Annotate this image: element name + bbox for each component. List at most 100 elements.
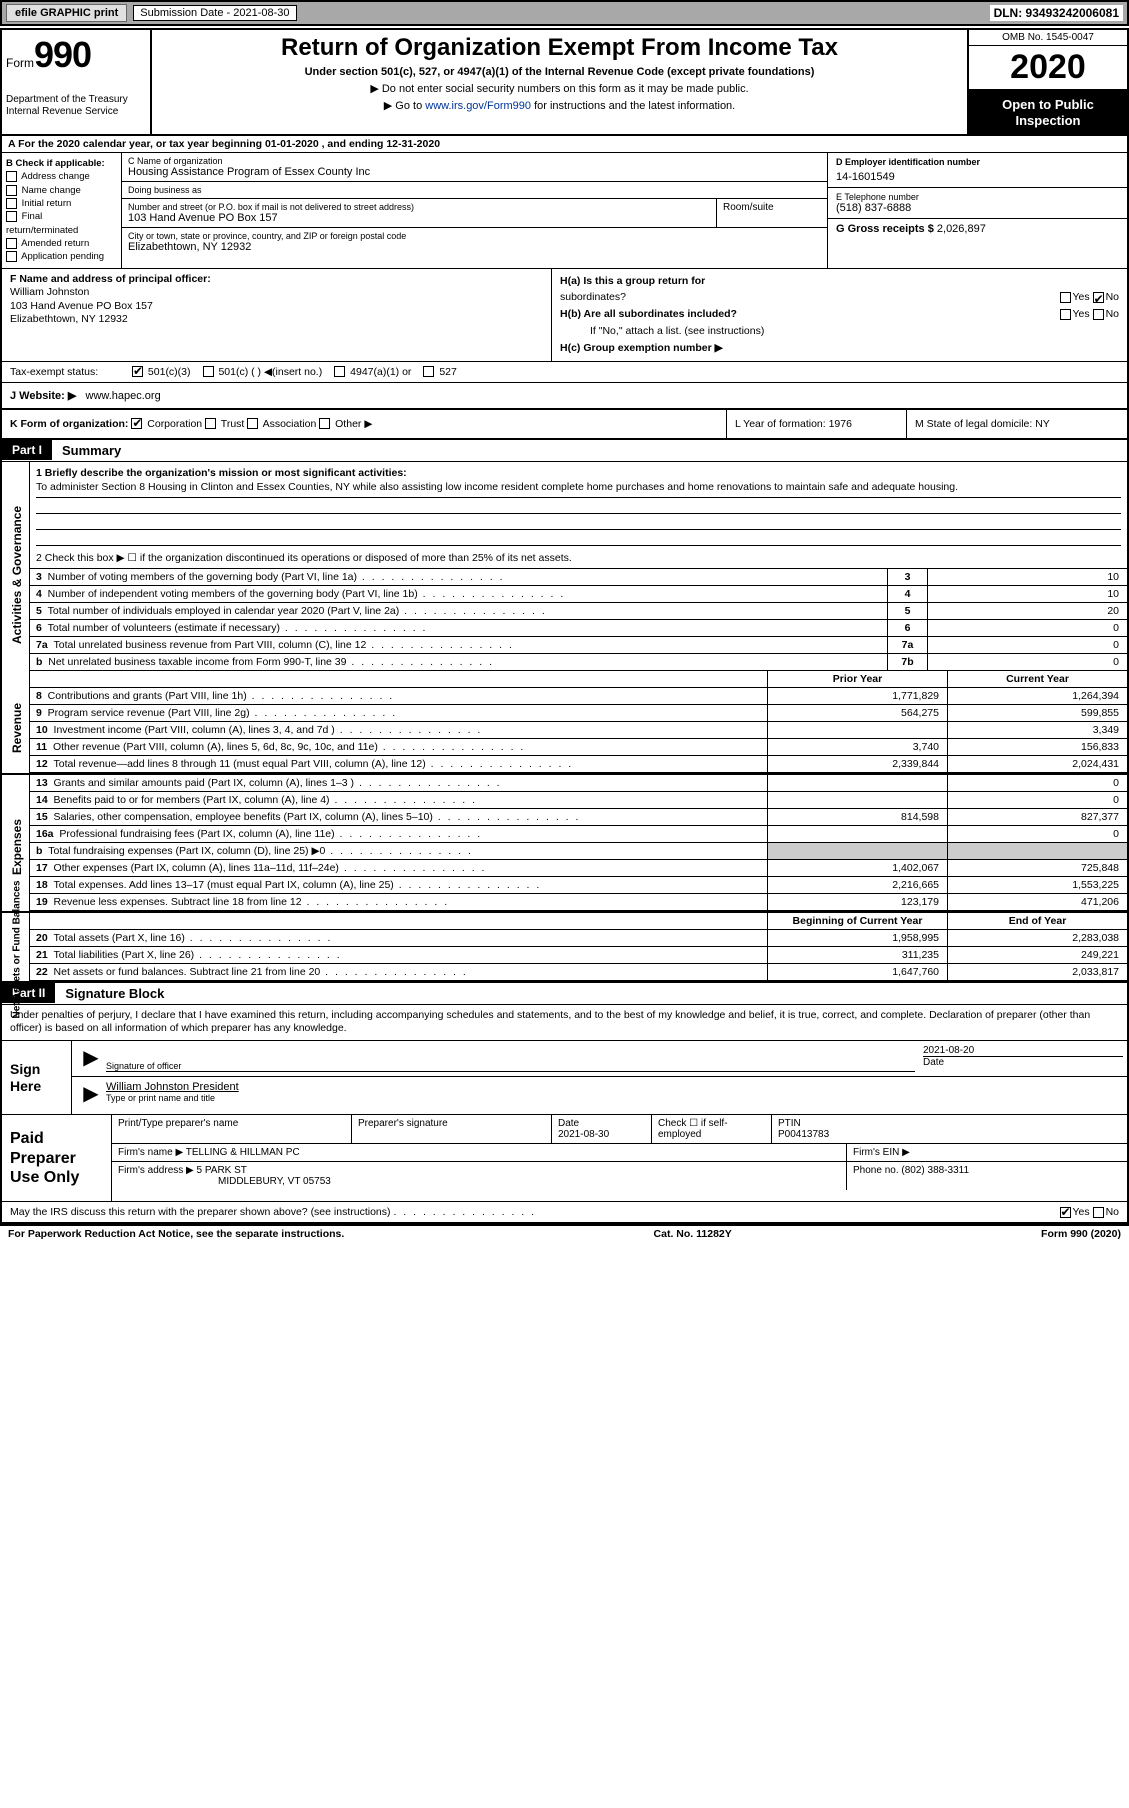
ptin-value: P00413783 (778, 1129, 829, 1140)
sig-date-value: 2021-08-20 (923, 1045, 1123, 1056)
vert-revenue: Revenue (10, 673, 24, 783)
begin-year-header: Beginning of Current Year (767, 913, 947, 929)
form-number: Form990 (6, 34, 146, 76)
cb-corporation[interactable] (131, 418, 142, 429)
discuss-yes[interactable] (1060, 1207, 1071, 1218)
cb-527[interactable] (423, 366, 434, 377)
prep-sig-label: Preparer's signature (352, 1115, 552, 1143)
dba-label: Doing business as (128, 185, 821, 195)
row-f-label: F Name and address of principal officer: (10, 273, 211, 285)
gross-receipts-value: 2,026,897 (937, 223, 986, 235)
cb-501c[interactable] (203, 366, 214, 377)
data-row: 9 Program service revenue (Part VIII, li… (30, 705, 1127, 722)
cb-trust[interactable] (205, 418, 216, 429)
data-row: 16a Professional fundraising fees (Part … (30, 826, 1127, 843)
tax-status-label: Tax-exempt status: (10, 366, 120, 378)
street-value: 103 Hand Avenue PO Box 157 (128, 212, 710, 224)
ssn-warning: ▶ Do not enter social security numbers o… (160, 82, 959, 95)
city-label: City or town, state or province, country… (128, 231, 821, 241)
data-row: 13 Grants and similar amounts paid (Part… (30, 775, 1127, 792)
governance-row: 6 Total number of volunteers (estimate i… (30, 620, 1127, 637)
website-value: www.hapec.org (86, 390, 161, 402)
tax-exempt-row: Tax-exempt status: 501(c)(3) 501(c) ( ) … (2, 362, 1127, 383)
data-row: 10 Investment income (Part VIII, column … (30, 722, 1127, 739)
officer-addr2: Elizabethtown, NY 12932 (10, 313, 128, 325)
part1-header-row: Part I Summary (2, 440, 1127, 462)
cb-other[interactable] (319, 418, 330, 429)
efile-print-button[interactable]: efile GRAPHIC print (6, 4, 127, 22)
room-suite-label: Room/suite (717, 199, 827, 227)
cb-501c3[interactable] (132, 366, 143, 377)
prep-date: 2021-08-30 (558, 1129, 609, 1140)
irs-link[interactable]: www.irs.gov/Form990 (425, 100, 531, 112)
city-value: Elizabethtown, NY 12932 (128, 241, 821, 253)
revenue-block: Revenue Prior Year Current Year 8 Contri… (2, 671, 1127, 775)
prior-year-header: Prior Year (767, 671, 947, 687)
cat-no: Cat. No. 11282Y (654, 1228, 732, 1240)
firm-addr1: 5 PARK ST (197, 1165, 247, 1176)
ha-no[interactable] (1093, 292, 1104, 303)
sig-arrow-icon-2: ▶ (76, 1081, 106, 1106)
form-title: Return of Organization Exempt From Incom… (160, 34, 959, 62)
checkbox-final-return[interactable] (6, 211, 17, 222)
col-b-checkboxes: B Check if applicable: Address change Na… (2, 153, 122, 267)
cb-association[interactable] (247, 418, 258, 429)
discuss-no[interactable] (1093, 1207, 1104, 1218)
checkbox-amended-return[interactable] (6, 238, 17, 249)
checkbox-application-pending[interactable] (6, 251, 17, 262)
ha-yes[interactable] (1060, 292, 1071, 303)
instructions-link-line: ▶ Go to www.irs.gov/Form990 for instruct… (160, 99, 959, 112)
part2-title: Signature Block (55, 983, 174, 1004)
omb-number: OMB No. 1545-0047 (969, 30, 1127, 46)
section-bcd: B Check if applicable: Address change Na… (2, 153, 1127, 268)
vert-netassets: Net Assets or Fund Balances (12, 888, 23, 1018)
end-year-header: End of Year (947, 913, 1127, 929)
officer-addr1: 103 Hand Avenue PO Box 157 (10, 300, 153, 312)
line1-label: 1 Briefly describe the organization's mi… (36, 467, 407, 479)
paid-preparer-label: Paid Preparer Use Only (2, 1115, 112, 1201)
col-d-ein: D Employer identification number 14-1601… (827, 153, 1127, 267)
hb-no[interactable] (1093, 309, 1104, 320)
telephone-value: (518) 837-6888 (836, 202, 1119, 214)
checkbox-name-change[interactable] (6, 185, 17, 196)
penalties-text: Under penalties of perjury, I declare th… (2, 1005, 1127, 1041)
sig-name-value: William Johnston President (106, 1081, 1123, 1093)
self-employed-check: Check ☐ if self-employed (652, 1115, 772, 1143)
data-row: 21 Total liabilities (Part X, line 26)31… (30, 947, 1127, 964)
submission-date: Submission Date - 2021-08-30 (133, 5, 296, 21)
open-to-public: Open to Public Inspection (969, 91, 1127, 134)
checkbox-initial-return[interactable] (6, 198, 17, 209)
data-row: 20 Total assets (Part X, line 16)1,958,9… (30, 930, 1127, 947)
ein-label: D Employer identification number (836, 157, 980, 167)
sig-officer-field: Signature of officer (106, 1045, 915, 1072)
ein-value: 14-1601549 (836, 171, 1119, 183)
sign-here-label: Sign Here (2, 1041, 72, 1115)
firm-name: TELLING & HILLMAN PC (186, 1147, 300, 1158)
part1-badge: Part I (2, 440, 52, 460)
governance-row: 5 Total number of individuals employed i… (30, 603, 1127, 620)
data-row: 22 Net assets or fund balances. Subtract… (30, 964, 1127, 981)
part1-title: Summary (52, 440, 131, 461)
prep-name-label: Print/Type preparer's name (112, 1115, 352, 1143)
hb-yes[interactable] (1060, 309, 1071, 320)
telephone-label: E Telephone number (836, 192, 1119, 202)
officer-name: William Johnston (10, 286, 89, 298)
form-subtitle: Under section 501(c), 527, or 4947(a)(1)… (160, 66, 959, 78)
row-f-h: F Name and address of principal officer:… (2, 269, 1127, 362)
ha-sub: subordinates? (560, 289, 626, 306)
mission-text: To administer Section 8 Housing in Clint… (36, 480, 1121, 498)
data-row: 15 Salaries, other compensation, employe… (30, 809, 1127, 826)
street-label: Number and street (or P.O. box if mail i… (128, 202, 710, 212)
row-a-tax-year: A For the 2020 calendar year, or tax yea… (2, 136, 1127, 153)
year-formation: L Year of formation: 1976 (727, 410, 907, 438)
data-row: 12 Total revenue—add lines 8 through 11 … (30, 756, 1127, 773)
firm-ein-label: Firm's EIN ▶ (847, 1144, 1127, 1161)
governance-row: 7a Total unrelated business revenue from… (30, 637, 1127, 654)
checkbox-address-change[interactable] (6, 171, 17, 182)
top-toolbar: efile GRAPHIC print Submission Date - 20… (0, 0, 1129, 26)
current-year-header: Current Year (947, 671, 1127, 687)
org-name-label: C Name of organization (128, 156, 821, 166)
line2: 2 Check this box ▶ ☐ if the organization… (30, 550, 1127, 569)
paperwork-notice: For Paperwork Reduction Act Notice, see … (8, 1228, 344, 1240)
cb-4947[interactable] (334, 366, 345, 377)
